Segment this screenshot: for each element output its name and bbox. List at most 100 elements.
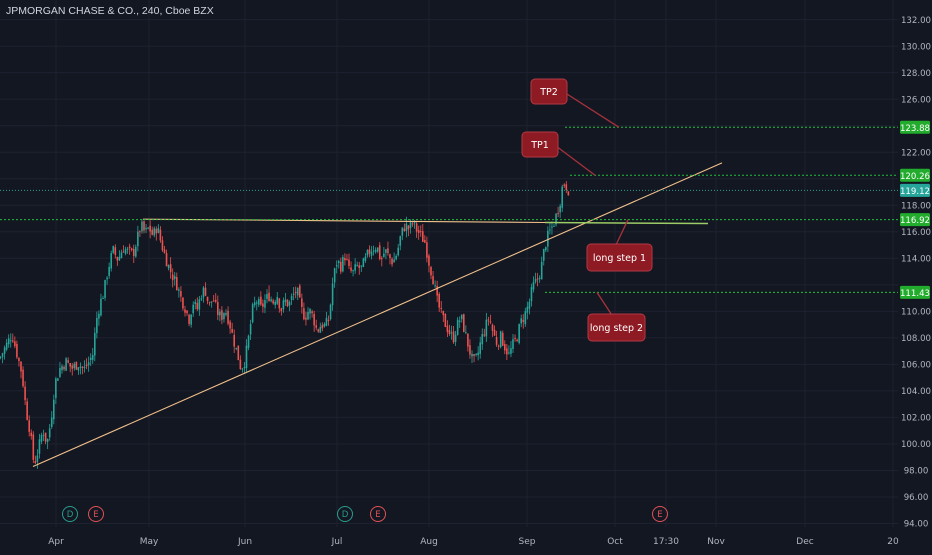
candle [499, 330, 502, 349]
candle-body [214, 299, 217, 302]
candle-body [272, 300, 274, 304]
candle [210, 301, 213, 308]
candle-body [155, 228, 158, 234]
candle-body [116, 256, 119, 261]
candle [354, 258, 356, 274]
candle [268, 285, 270, 302]
candle-body [38, 439, 41, 454]
candle [485, 312, 488, 342]
candle-body [432, 276, 434, 285]
candle-body [444, 313, 447, 327]
candle-body [143, 221, 145, 231]
level-price-tag [900, 213, 930, 227]
candle-body [288, 301, 291, 306]
candle-body [102, 298, 104, 300]
candle [364, 253, 367, 263]
candle [370, 246, 373, 260]
candle [28, 415, 30, 437]
chart-title: JPMORGAN CHASE & CO., 240, Cboe BZX [6, 5, 214, 17]
candle-body [69, 363, 71, 367]
candle-body [22, 369, 24, 387]
candle [239, 355, 242, 370]
level-price-tag [900, 168, 930, 182]
candle [366, 249, 369, 258]
candle-body [499, 331, 502, 348]
candle-body [180, 291, 182, 297]
candle-body [194, 301, 197, 304]
candle-body [178, 289, 180, 291]
candle-body [323, 323, 326, 327]
candle-body [489, 321, 492, 323]
candle-body [284, 299, 287, 303]
candle [329, 303, 332, 321]
candle-body [157, 228, 160, 233]
candle [266, 289, 268, 304]
candle-body [120, 252, 123, 259]
candle [352, 269, 354, 277]
candle-body [335, 265, 338, 267]
candle [557, 206, 559, 218]
candle-body [253, 302, 256, 306]
candle [245, 339, 248, 373]
candle-body [393, 259, 395, 263]
earnings-marker: E [370, 506, 386, 522]
candle [346, 254, 348, 261]
candle-body [422, 231, 424, 242]
candle [91, 347, 94, 364]
candle [337, 259, 340, 269]
candle-body [553, 225, 555, 227]
event-marker-label: E [93, 510, 98, 520]
candle-body [223, 312, 225, 320]
candle-body [417, 230, 420, 233]
candle [137, 225, 139, 252]
candle-body [292, 293, 295, 295]
candle-body [514, 337, 516, 339]
candle [528, 298, 531, 315]
candle-body [98, 313, 100, 319]
candle-body [73, 363, 76, 369]
candle [479, 336, 481, 359]
callout-pointer [614, 219, 629, 247]
candle-body [395, 255, 397, 260]
candle [407, 224, 410, 237]
candle [333, 267, 336, 288]
candle-body [487, 319, 490, 321]
candle [223, 312, 225, 323]
candle [368, 245, 371, 258]
earnings-marker: E [88, 506, 104, 522]
candle-body [231, 328, 233, 333]
candle [188, 313, 190, 327]
x-tick-label: Jun [237, 537, 252, 547]
callout-pointer [562, 90, 620, 128]
level-price-tag [900, 285, 930, 299]
candle [126, 246, 129, 254]
candle-body [229, 321, 231, 329]
candle [182, 296, 184, 311]
candle-body [557, 213, 559, 215]
candle [69, 362, 71, 373]
candle-body [210, 301, 213, 303]
candle [79, 362, 82, 375]
candle-body [40, 435, 43, 442]
candle [419, 225, 422, 237]
dividend-marker: D [337, 506, 353, 522]
candle [454, 330, 457, 346]
candle-body [522, 319, 525, 322]
candle-body [518, 324, 520, 343]
candle [432, 271, 434, 285]
candle [151, 226, 153, 236]
y-tick-label: 104.00 [901, 387, 931, 397]
candle-body [286, 299, 289, 307]
candle-body [561, 186, 563, 208]
candle [264, 294, 266, 314]
candle-body [219, 311, 221, 316]
candle [225, 309, 227, 317]
candle [471, 350, 473, 364]
candle-body [208, 301, 211, 303]
candle [385, 248, 387, 260]
candle-body [424, 239, 426, 243]
candle-body [545, 247, 547, 251]
candle-body [5, 342, 8, 350]
